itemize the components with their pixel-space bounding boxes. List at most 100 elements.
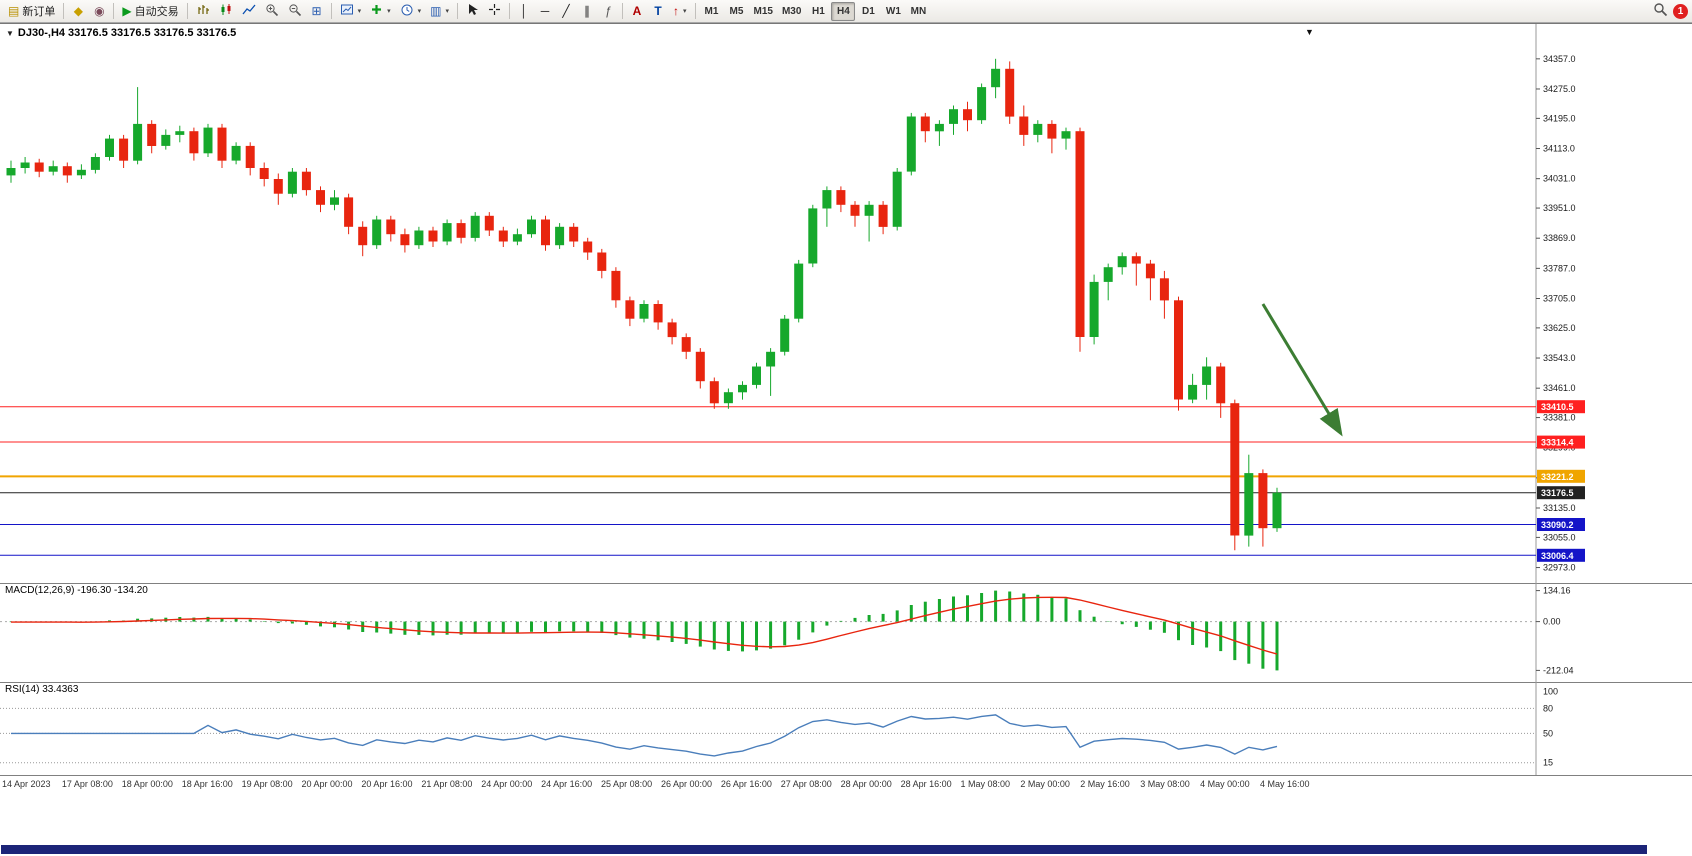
symbol-dropdown-icon[interactable]: ▼ bbox=[6, 28, 14, 38]
fibonacci-tool-button[interactable]: ƒ bbox=[598, 2, 618, 21]
candlestick-icon bbox=[219, 3, 233, 20]
time-label: 26 Apr 00:00 bbox=[660, 779, 712, 789]
vertical-line-tool-button[interactable]: │ bbox=[514, 2, 534, 21]
periods-button[interactable]: ▾ bbox=[396, 2, 426, 21]
svg-text:134.16: 134.16 bbox=[1543, 586, 1571, 596]
time-label: 28 Apr 00:00 bbox=[840, 779, 892, 789]
bottom-gap bbox=[0, 794, 1692, 843]
timeframe-button-h4[interactable]: H4 bbox=[831, 1, 856, 21]
tile-windows-button[interactable]: ⊞ bbox=[307, 2, 327, 21]
timeframe-button-mn[interactable]: MN bbox=[906, 2, 930, 21]
svg-text:33381.0: 33381.0 bbox=[1543, 413, 1576, 423]
chart-h-scrollbar[interactable] bbox=[1, 845, 1647, 854]
time-label: 20 Apr 00:00 bbox=[301, 779, 353, 789]
time-label: 19 Apr 08:00 bbox=[241, 779, 293, 789]
main-toolbar: ▤ 新订单 ◆ ◉ ▶ 自动交易 ⊞ bbox=[0, 0, 1692, 23]
scrollbar-strip bbox=[0, 843, 1692, 856]
line-chart-mode-button[interactable] bbox=[238, 2, 260, 21]
zoom-in-icon bbox=[265, 3, 279, 20]
text-tool-button[interactable]: A bbox=[627, 2, 647, 21]
horizontal-line-tool-button[interactable]: ─ bbox=[535, 2, 555, 21]
svg-text:100: 100 bbox=[1543, 687, 1558, 697]
indicators-icon bbox=[370, 3, 383, 19]
svg-text:33625.0: 33625.0 bbox=[1543, 323, 1576, 333]
search-button[interactable] bbox=[1649, 2, 1672, 21]
cursor-button[interactable] bbox=[462, 2, 483, 21]
time-label: 24 Apr 16:00 bbox=[541, 779, 593, 789]
label-tool-button[interactable]: T bbox=[648, 2, 668, 21]
time-label: 26 Apr 16:00 bbox=[720, 779, 772, 789]
toolbar-divider bbox=[186, 3, 188, 19]
new-chart-button[interactable]: ▾ bbox=[336, 2, 366, 21]
candlestick-mode-button[interactable] bbox=[215, 2, 237, 21]
svg-text:33787.0: 33787.0 bbox=[1543, 263, 1576, 273]
toolbar-divider bbox=[621, 3, 623, 19]
svg-text:33055.0: 33055.0 bbox=[1543, 532, 1576, 542]
toolbar-divider bbox=[113, 3, 115, 19]
time-label: 18 Apr 16:00 bbox=[181, 779, 233, 789]
price-chart-canvas[interactable]: 34357.0 34275.0 34195.0 34113.0 34031.0 33951… bbox=[0, 24, 1692, 584]
new-order-button[interactable]: ▤ 新订单 bbox=[4, 2, 59, 21]
timeframe-button-h1[interactable]: H1 bbox=[806, 2, 830, 21]
zoom-out-icon bbox=[288, 3, 302, 20]
svg-text:34275.0: 34275.0 bbox=[1543, 84, 1576, 94]
templates-icon: ▥ bbox=[430, 4, 442, 18]
new-chart-icon bbox=[340, 3, 354, 20]
autotrading-button[interactable]: ▶ 自动交易 bbox=[118, 2, 182, 21]
svg-text:15: 15 bbox=[1543, 758, 1553, 768]
chart-shift-marker[interactable]: ▼ bbox=[1305, 27, 1314, 37]
trendline-tool-button[interactable]: ╱ bbox=[556, 2, 576, 21]
rsi-canvas[interactable]: 100 80 50 15 bbox=[0, 682, 1692, 775]
toolbar-divider bbox=[330, 3, 332, 19]
timeframe-button-m30[interactable]: M30 bbox=[778, 2, 805, 21]
svg-text:34031.0: 34031.0 bbox=[1543, 174, 1576, 184]
timeframe-button-m5[interactable]: M5 bbox=[725, 2, 749, 21]
time-label: 2 May 16:00 bbox=[1080, 779, 1130, 789]
svg-text:33135.0: 33135.0 bbox=[1543, 503, 1576, 513]
crosshair-button[interactable] bbox=[484, 2, 505, 21]
svg-text:33705.0: 33705.0 bbox=[1543, 293, 1576, 303]
svg-text:33869.0: 33869.0 bbox=[1543, 233, 1576, 243]
time-label: 17 Apr 08:00 bbox=[61, 779, 113, 789]
new-order-icon: ▤ bbox=[8, 4, 20, 18]
timeframe-button-w1[interactable]: W1 bbox=[881, 2, 905, 21]
new-order-label: 新订单 bbox=[22, 6, 56, 18]
svg-text:33221.2: 33221.2 bbox=[1541, 472, 1574, 482]
channel-tool-button[interactable]: ∥ bbox=[577, 2, 597, 21]
support-button[interactable]: ◉ bbox=[89, 2, 109, 21]
autotrading-label: 自动交易 bbox=[134, 6, 179, 18]
bar-chart-mode-button[interactable] bbox=[192, 2, 214, 21]
time-label: 24 Apr 00:00 bbox=[481, 779, 533, 789]
time-label: 25 Apr 08:00 bbox=[601, 779, 653, 789]
quote-text: DJ30-,H4 33176.5 33176.5 33176.5 33176.5 bbox=[17, 27, 237, 39]
autotrading-icon: ▶ bbox=[122, 4, 132, 18]
symbol-quote-label[interactable]: ▼ DJ30-,H4 33176.5 33176.5 33176.5 33176… bbox=[6, 27, 236, 39]
time-label: 27 Apr 08:00 bbox=[780, 779, 832, 789]
time-axis[interactable]: 14 Apr 2023 17 Apr 08:00 18 Apr 00:00 18 Ap… bbox=[0, 775, 1692, 794]
arrows-tool-button[interactable]: ↑ ▾ bbox=[669, 2, 691, 21]
dropdown-caret-icon: ▾ bbox=[682, 8, 687, 15]
templates-button[interactable]: ▥ ▾ bbox=[426, 2, 453, 21]
zoom-in-button[interactable] bbox=[261, 2, 283, 21]
time-label: 1 May 08:00 bbox=[960, 779, 1010, 789]
svg-text:33006.4: 33006.4 bbox=[1541, 551, 1574, 561]
dropdown-caret-icon: ▾ bbox=[445, 8, 449, 15]
chart-wizard-button[interactable]: ◆ bbox=[68, 2, 88, 21]
label-tool-icon: T bbox=[654, 4, 662, 18]
cursor-icon bbox=[466, 3, 479, 19]
notification-badge[interactable]: 1 bbox=[1673, 3, 1688, 19]
timeframe-button-m15[interactable]: M15 bbox=[750, 2, 777, 21]
time-label: 2 May 00:00 bbox=[1020, 779, 1070, 789]
indicators-button[interactable]: ▾ bbox=[366, 2, 395, 21]
timeframe-button-m1[interactable]: M1 bbox=[700, 2, 724, 21]
macd-canvas[interactable]: 134.16 0.00 -212.04 bbox=[0, 583, 1692, 682]
timeframe-button-d1[interactable]: D1 bbox=[856, 2, 880, 21]
vertical-line-icon: │ bbox=[520, 4, 528, 18]
svg-text:80: 80 bbox=[1543, 703, 1553, 713]
price-chart-panel: ▼ DJ30-,H4 33176.5 33176.5 33176.5 33176… bbox=[0, 23, 1692, 584]
time-label: 4 May 16:00 bbox=[1260, 779, 1310, 789]
zoom-out-button[interactable] bbox=[284, 2, 306, 21]
svg-text:33410.5: 33410.5 bbox=[1541, 402, 1574, 412]
toolbar-divider bbox=[63, 3, 65, 19]
